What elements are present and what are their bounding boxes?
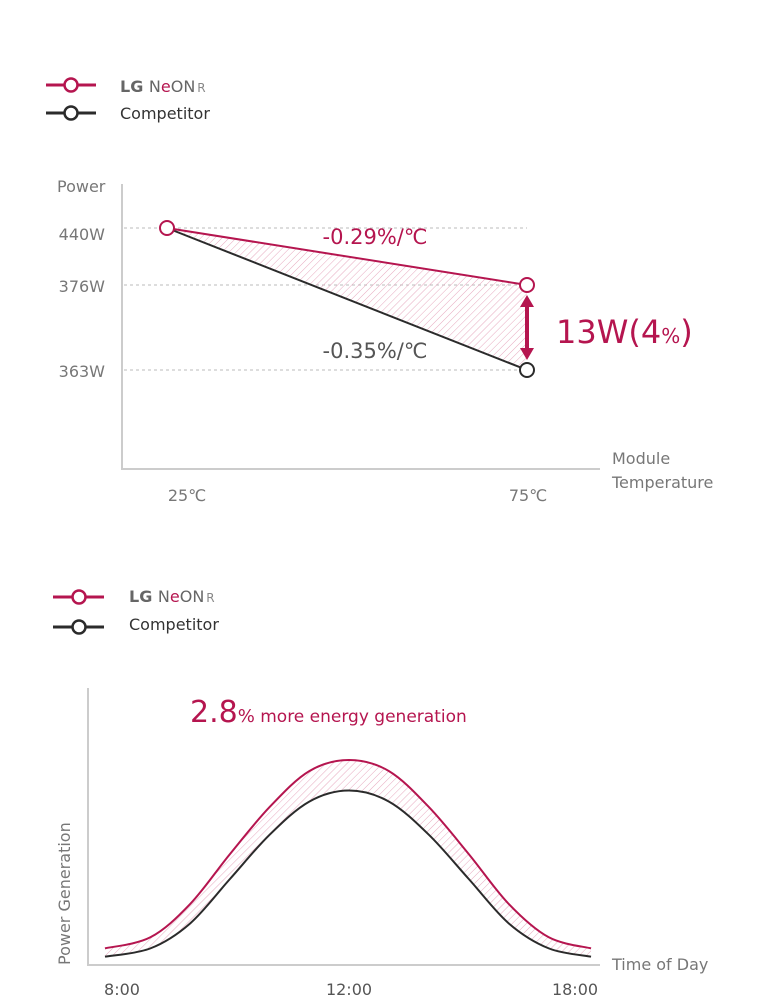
legend-item-competitor: Competitor [46,104,210,123]
arrow-down-icon [520,348,534,360]
legend-item-lg: LG NeON R [46,77,206,96]
legend-marker-competitor-icon [71,619,87,635]
data-point-lg [159,220,175,236]
series-line-competitor [166,227,528,371]
x-tick-label: 8:00 [104,980,140,999]
legend-item-competitor: Competitor [53,615,219,635]
legend-marker-lg-icon [71,589,87,605]
legend-marker-competitor-icon [63,105,79,121]
legend-label-competitor: Competitor [129,615,219,634]
y-axis-label: Power [57,177,106,196]
legend-label-lg: LG NeON R [129,587,215,606]
y-tick-label: 376W [59,277,106,296]
legend-marker-lg-icon [63,77,79,93]
temperature-chart: Power Module Temperature 25℃ 75℃ 440W 37… [57,177,713,505]
x-tick-label: 75℃ [509,486,547,505]
data-point-lg [519,277,535,293]
x-axis-label-line2: Temperature [611,473,713,492]
energy-annotation: 2.8% more energy generation [190,695,467,730]
y-axis-label: Power Generation [55,822,74,965]
legend-label-competitor: Competitor [120,104,210,123]
y-tick-label: 440W [59,225,106,244]
daily-generation-chart: Power Generation Time of Day 8:00 12:00 … [55,688,708,999]
x-axis-label: Time of Day [611,955,708,974]
legend-chart1: LG NeON R Competitor [46,77,210,123]
x-tick-label: 18:00 [552,980,598,999]
series-line-competitor [104,789,592,958]
x-axis-label-line1: Module [612,449,670,468]
difference-label: 13W(4%) [556,313,693,351]
lg-slope-annotation: -0.29%/℃ [323,225,428,249]
y-tick-label: 363W [59,362,106,381]
series-line-lg [104,759,592,950]
legend-label-lg: LG NeON R [120,77,206,96]
series-line-lg [166,227,528,286]
legend-chart2: LG NeON R Competitor [53,587,219,635]
x-tick-label: 25℃ [168,486,206,505]
competitor-slope-annotation: -0.35%/℃ [323,339,428,363]
x-tick-label: 12:00 [326,980,372,999]
data-point-competitor [519,362,535,378]
difference-area [104,760,592,957]
legend-item-lg: LG NeON R [53,587,215,606]
arrow-up-icon [520,295,534,307]
